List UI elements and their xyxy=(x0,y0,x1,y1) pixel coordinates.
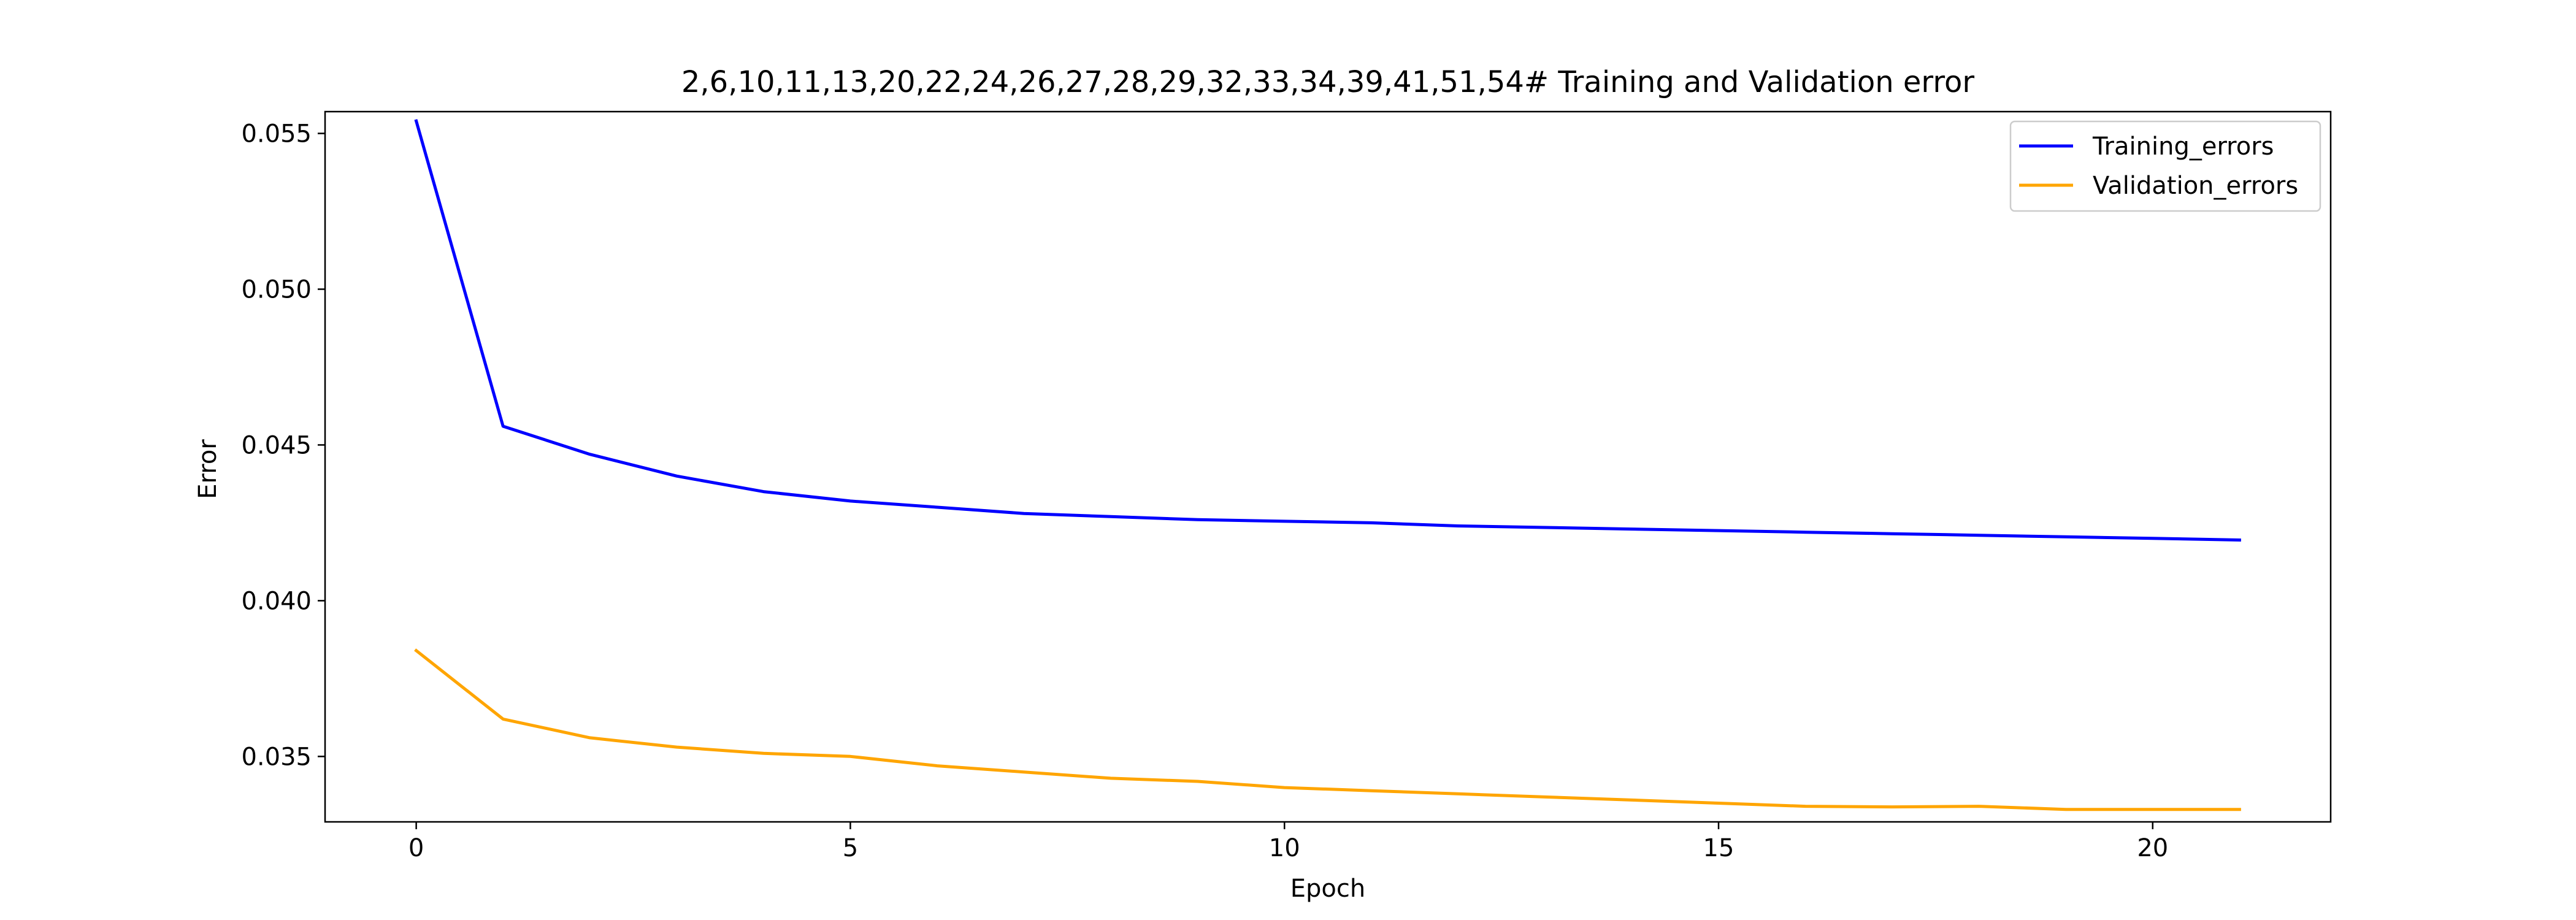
legend-label: Training_errors xyxy=(2092,132,2274,161)
legend-label: Validation_errors xyxy=(2093,172,2298,200)
y-tick-label: 0.055 xyxy=(241,120,312,148)
x-tick-label: 10 xyxy=(1269,834,1300,862)
series-line-training xyxy=(414,119,2241,542)
series-layer xyxy=(414,119,2241,811)
y-tick-label: 0.050 xyxy=(241,276,312,304)
series-line-validation xyxy=(414,648,2241,811)
y-axis-label: Error xyxy=(194,439,222,499)
x-tick-label: 5 xyxy=(843,834,858,862)
y-tick-label: 0.045 xyxy=(241,431,312,459)
y-tick-label: 0.040 xyxy=(241,587,312,615)
y-tick-label: 0.035 xyxy=(241,743,312,771)
legend: Training_errors Validation_errors xyxy=(2009,120,2321,212)
chart-title: 2,6,10,11,13,20,22,24,26,27,28,29,32,33,… xyxy=(681,65,1974,99)
plot-frame xyxy=(324,110,2332,823)
axes: 0 5 10 15 20 0.035 0.040 0.045 0.050 0.055 xyxy=(241,120,2168,862)
x-tick-label: 20 xyxy=(2137,834,2168,862)
x-tick-label: 15 xyxy=(1703,834,1735,862)
x-tick-label: 0 xyxy=(408,834,424,862)
legend-box xyxy=(2009,120,2321,212)
x-axis-label: Epoch xyxy=(1290,875,1365,903)
